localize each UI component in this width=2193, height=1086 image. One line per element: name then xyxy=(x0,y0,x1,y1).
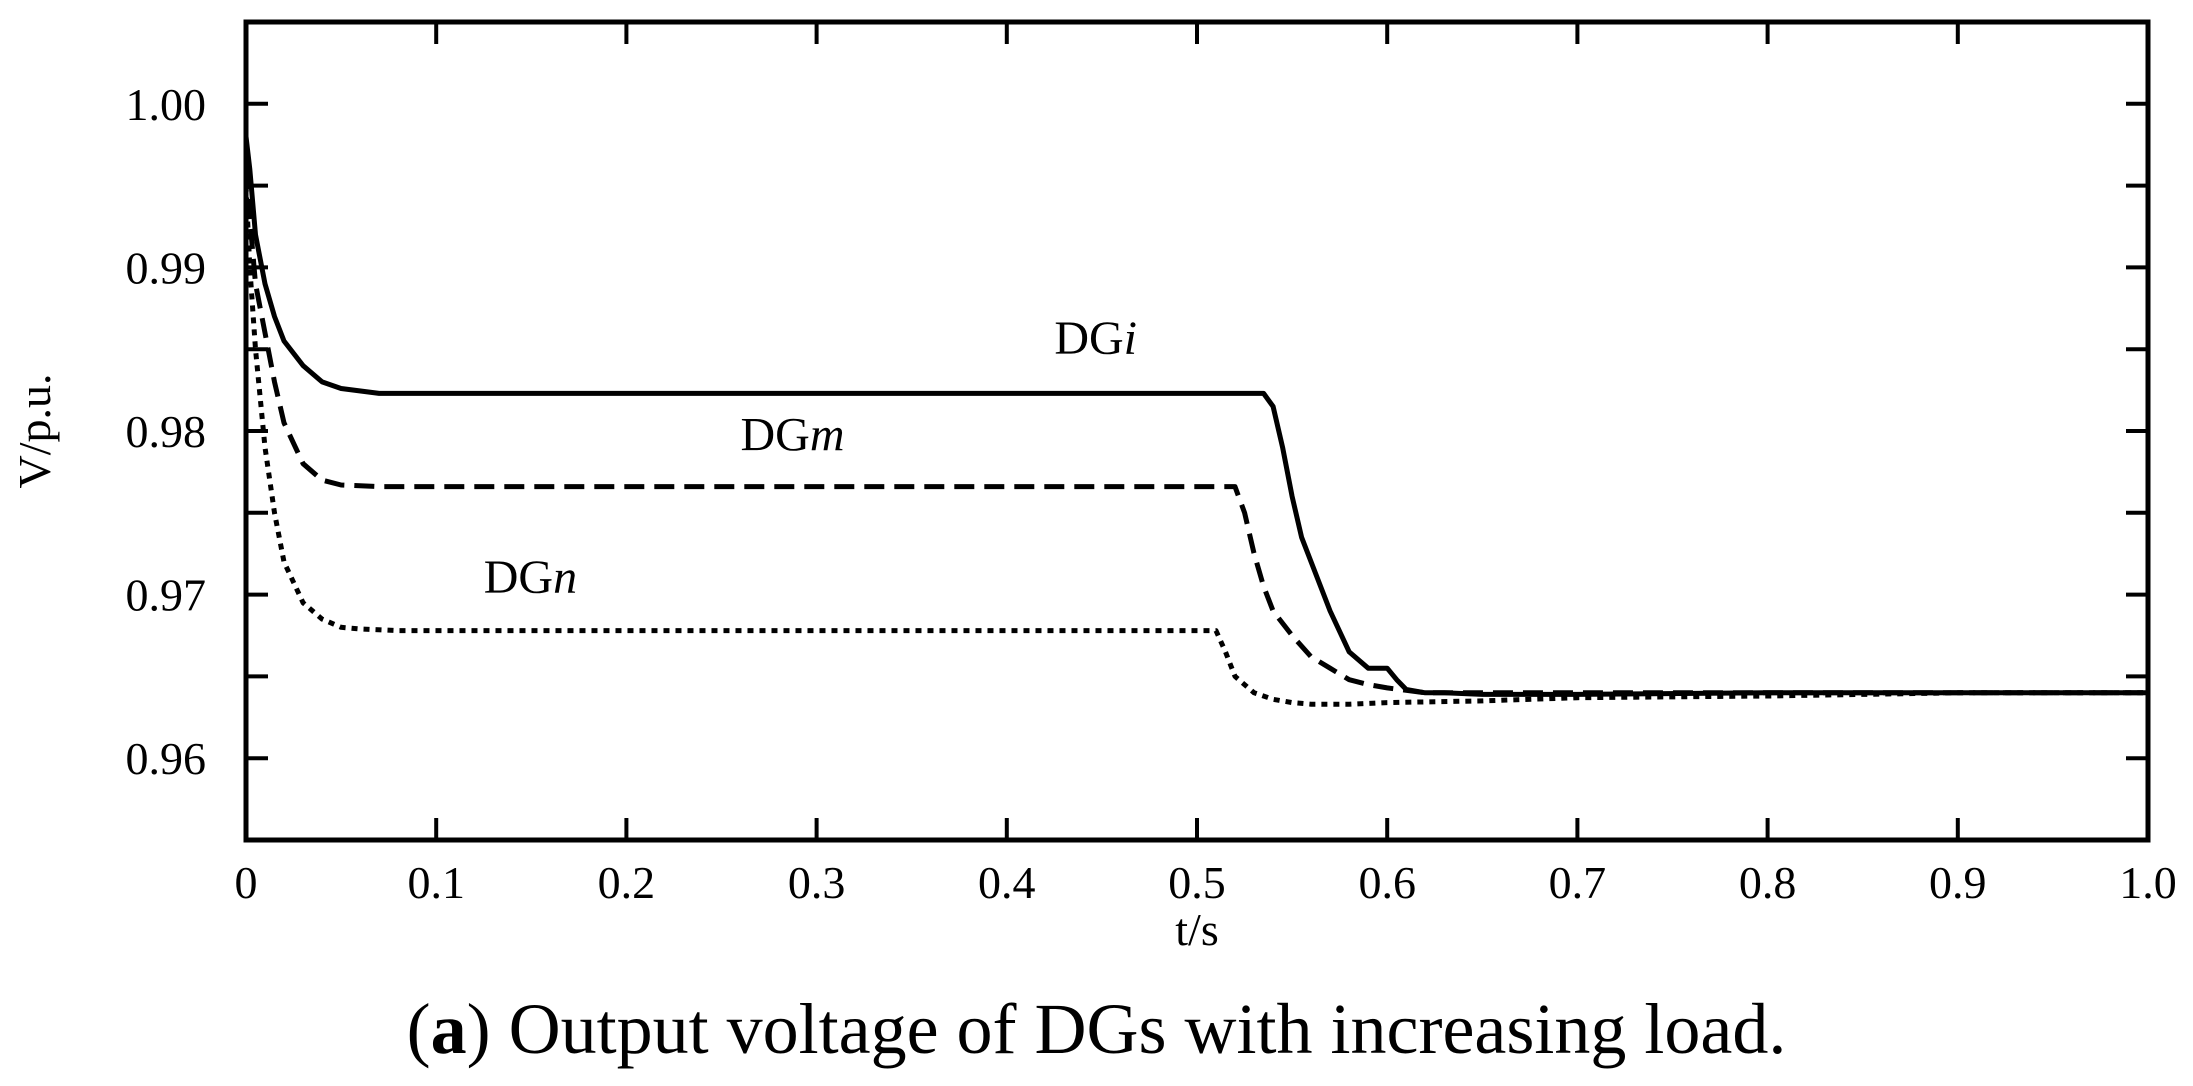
x-tick-label-4: 0.4 xyxy=(978,857,1036,908)
annotation-prefix: DG xyxy=(484,551,553,604)
figure-caption: (a) Output voltage of DGs with increasin… xyxy=(0,988,2193,1071)
annotation-italic-suffix: m xyxy=(810,409,845,462)
series-annotation-0: DGi xyxy=(1054,312,1137,365)
annotation-prefix: DG xyxy=(741,409,810,462)
caption-open-paren: ( xyxy=(406,989,431,1069)
annotation-italic-suffix: i xyxy=(1124,312,1137,365)
x-tick-label-9: 0.9 xyxy=(1929,857,1987,908)
y-axis-label: V/p.u. xyxy=(9,374,60,489)
tick-marks xyxy=(246,22,2148,840)
series-annotation-2: DGn xyxy=(484,551,577,604)
x-tick-label-8: 0.8 xyxy=(1739,857,1797,908)
x-tick-label-3: 0.3 xyxy=(788,857,846,908)
y-tick-labels: 0.96 0.97 0.98 0.99 1.00 xyxy=(126,79,207,784)
x-tick-label-10: 1.0 xyxy=(2119,857,2177,908)
y-tick-label-1: 0.97 xyxy=(126,570,207,621)
x-tick-label-1: 0.1 xyxy=(407,857,465,908)
y-tick-label-3: 0.99 xyxy=(126,242,207,293)
series-line-dgm xyxy=(243,169,2148,696)
caption-text: Output voltage of DGs with increasing lo… xyxy=(490,989,1787,1069)
x-tick-labels: 0 0.1 0.2 0.3 0.4 0.5 0.6 0.7 0.8 0.9 1.0 xyxy=(235,857,2177,908)
series-annotation-1: DGm xyxy=(741,409,845,462)
x-tick-label-7: 0.7 xyxy=(1549,857,1607,908)
caption-close-paren: ) xyxy=(466,989,491,1069)
x-tick-label-6: 0.6 xyxy=(1358,857,1416,908)
annotation-prefix: DG xyxy=(1054,312,1123,365)
plot-frame xyxy=(243,19,2151,843)
caption-letter: a xyxy=(430,989,467,1069)
series-line-dgi xyxy=(243,136,2148,697)
x-tick-label-2: 0.2 xyxy=(598,857,656,908)
x-axis-label: t/s xyxy=(1175,904,1218,955)
annotation-italic-suffix: n xyxy=(553,551,577,604)
y-tick-label-2: 0.98 xyxy=(126,406,207,457)
y-tick-label-0: 0.96 xyxy=(126,733,207,784)
y-tick-label-4: 1.00 xyxy=(126,79,207,130)
x-tick-label-0: 0 xyxy=(235,857,258,908)
series-layer xyxy=(243,136,2148,707)
series-line-dgn xyxy=(243,185,2148,707)
x-tick-label-5: 0.5 xyxy=(1168,857,1226,908)
